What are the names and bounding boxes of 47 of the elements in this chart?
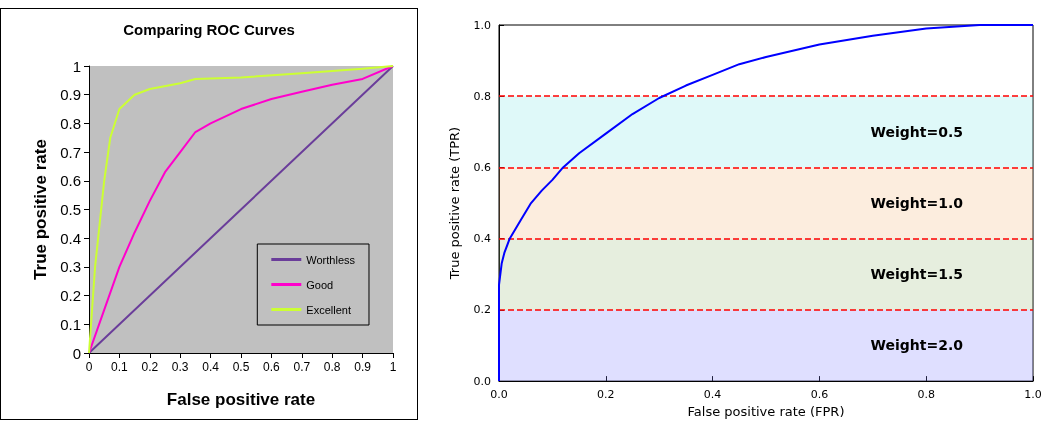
y-tick-label: 0.2 [60, 287, 81, 305]
y-tick-label: 0.7 [60, 143, 81, 161]
legend-label: Excellent [306, 303, 351, 316]
band-label: Weight=2.0 [870, 337, 964, 354]
legend-label: Worthless [306, 253, 356, 266]
x-tick-label: 0.6 [810, 388, 829, 402]
x-tick-label: 0.2 [141, 360, 159, 374]
band-label: Weight=1.5 [870, 266, 963, 283]
y-tick-label: 1 [72, 57, 81, 75]
y-axis-title: True positive rate (TPR) [447, 126, 462, 281]
band-label: Weight=0.5 [870, 123, 963, 140]
x-tick-label: 0.3 [171, 360, 189, 374]
x-tick-label: 0.1 [111, 360, 129, 374]
x-tick-label: 0 [85, 360, 93, 374]
x-tick-label: 0.2 [597, 388, 615, 402]
x-tick-label: 0.5 [232, 360, 250, 374]
x-tick-label: 0.4 [703, 388, 722, 402]
legend-label: Good [306, 278, 334, 291]
y-tick-label: 0.8 [473, 89, 491, 103]
x-axis-title: False positive rate [166, 390, 316, 409]
x-tick-label: 0.9 [354, 360, 372, 374]
x-tick-label: 0.4 [202, 360, 220, 374]
y-tick-label: 0 [72, 344, 81, 362]
y-tick-label: 0.8 [60, 114, 81, 132]
x-tick-label: 0.6 [263, 360, 281, 374]
band-label: Weight=1.0 [870, 195, 964, 212]
y-tick-label: 0.6 [473, 160, 491, 174]
x-tick-label: 0.8 [917, 388, 935, 402]
x-tick-label: 1.0 [1024, 388, 1042, 402]
y-tick-label: 0.5 [60, 201, 81, 218]
y-tick-label: 0.4 [60, 229, 81, 247]
x-tick-label: 0.0 [490, 388, 508, 402]
y-tick-label: 0.6 [60, 172, 81, 190]
x-tick-label: 1 [389, 360, 397, 374]
chart-title: Comparing ROC Curves [123, 21, 295, 38]
y-tick-label: 0.4 [473, 232, 491, 246]
y-tick-label: 0.9 [60, 86, 81, 104]
x-axis-title: False positive rate (FPR) [687, 404, 845, 419]
x-tick-label: 0.7 [293, 360, 311, 374]
y-tick-label: 0.1 [60, 315, 81, 333]
x-tick-label: 0.8 [323, 360, 341, 374]
y-tick-label: 0.0 [473, 374, 491, 388]
y-tick-label: 1.0 [473, 18, 491, 32]
y-tick-label: 0.2 [473, 303, 491, 317]
line-series [498, 24, 1034, 383]
y-tick-label: 0.3 [60, 258, 81, 276]
y-axis-title: True positive rate [31, 139, 50, 280]
